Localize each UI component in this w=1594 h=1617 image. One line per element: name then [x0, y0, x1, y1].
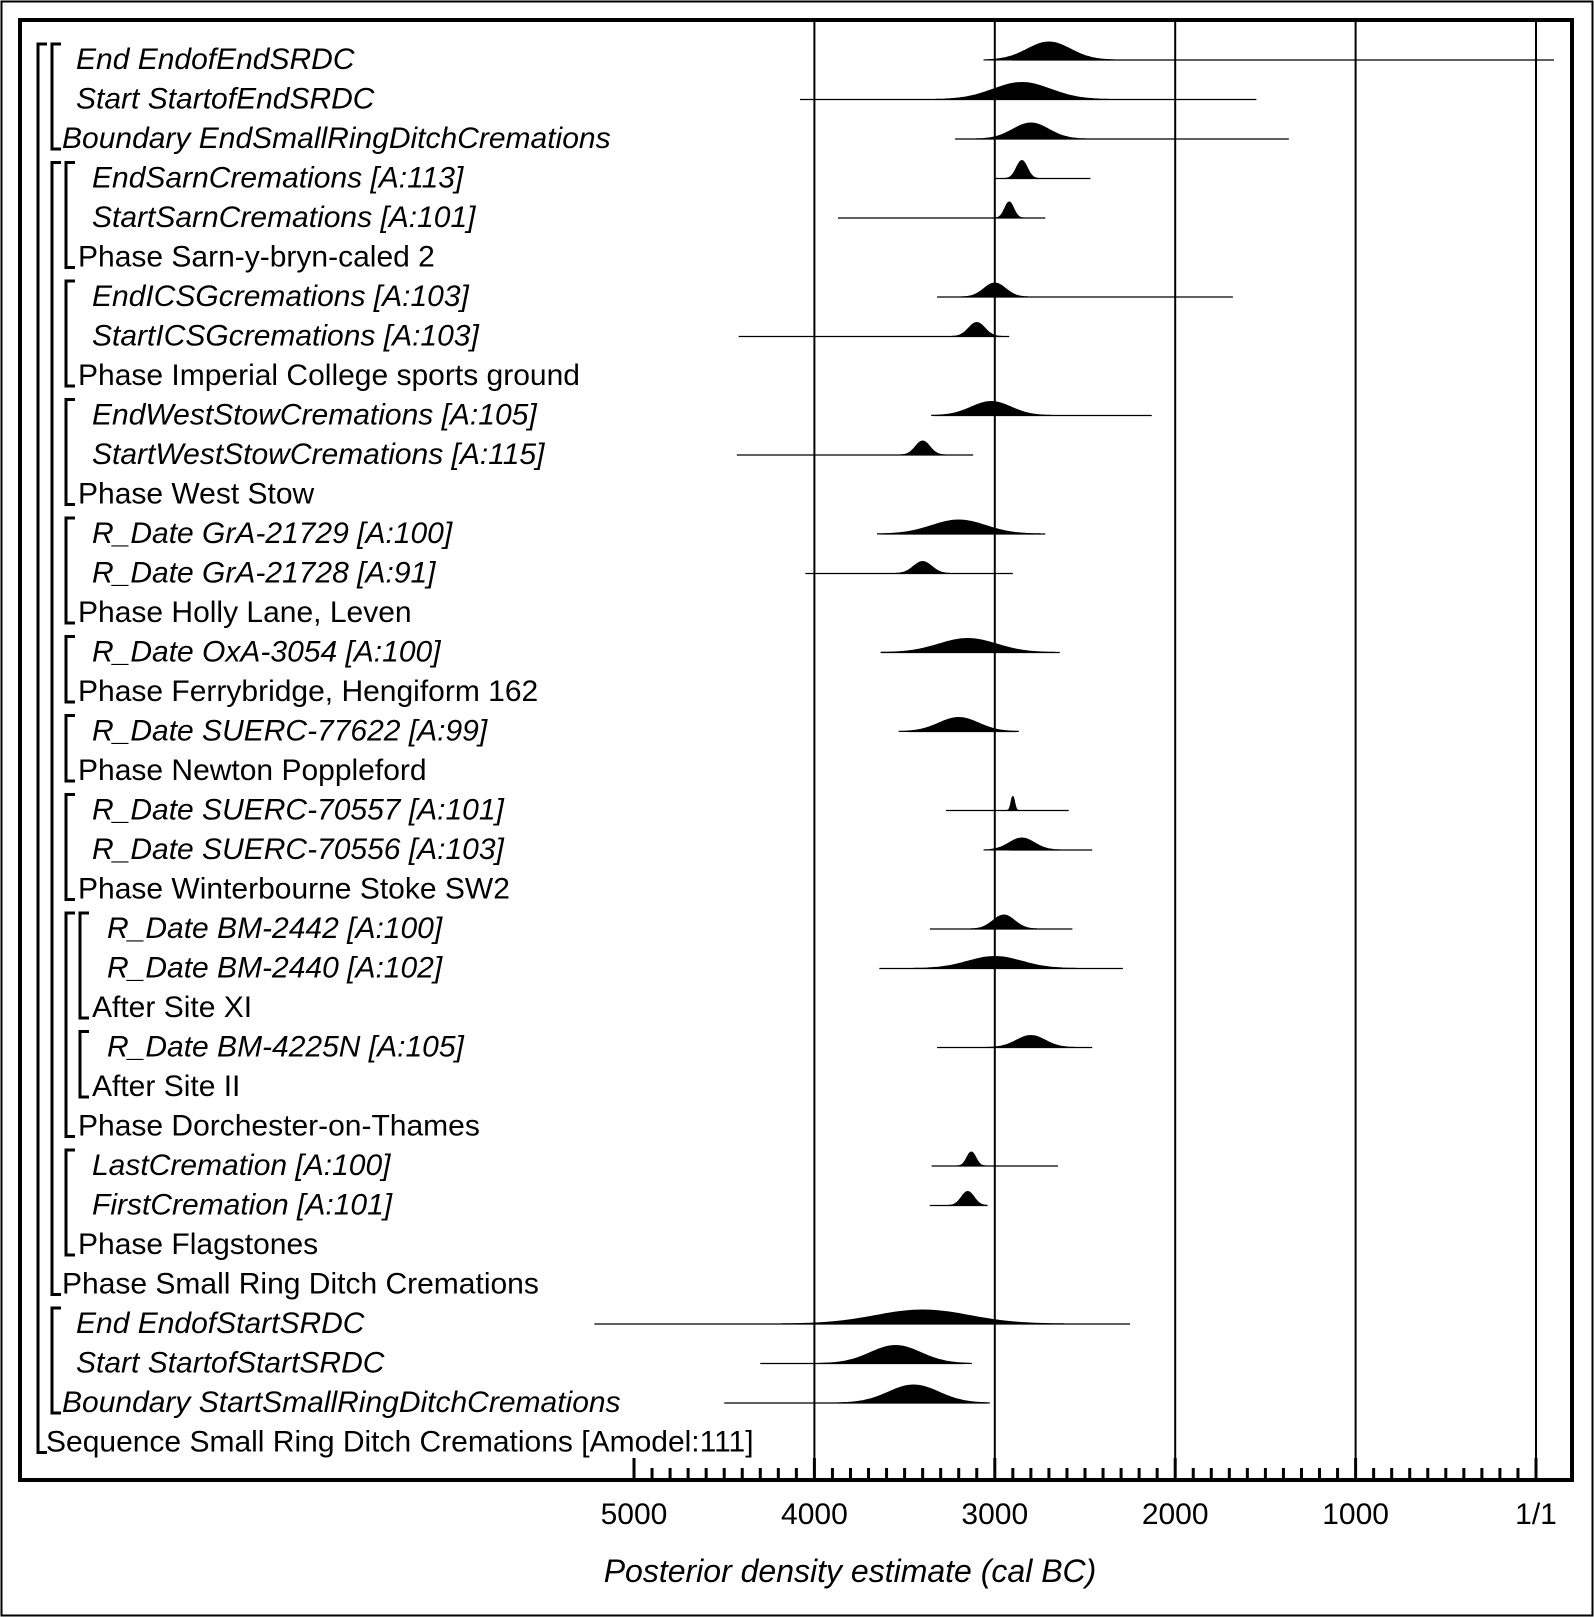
density-shape [900, 440, 945, 456]
row-label: Phase West Stow [78, 478, 315, 511]
row-label: R_Date BM-2442 [A:100] [107, 912, 443, 945]
row-label: R_Date GrA-21728 [A:91] [92, 557, 436, 590]
density-shape [957, 1151, 986, 1167]
row-label: Phase Dorchester-on-Thames [78, 1110, 480, 1143]
row-label: R_Date SUERC-77622 [A:99] [92, 715, 488, 748]
row-label: EndSarnCremations [A:113] [92, 162, 464, 195]
density-shape [913, 955, 1077, 969]
density-shape [961, 282, 1028, 298]
density-shape [1006, 795, 1019, 811]
density-shape [880, 637, 1055, 653]
density-shape [1005, 159, 1039, 179]
row-label: End EndofEndSRDC [76, 43, 355, 76]
density-shape [970, 914, 1037, 930]
row-label: R_Date SUERC-70556 [A:103] [92, 833, 505, 866]
row-label: Phase Winterbourne Stoke SW2 [78, 873, 510, 906]
density-shape [877, 519, 1041, 535]
row-label: Boundary EndSmallRingDitchCremations [62, 122, 611, 155]
x-tick-label: 1000 [1322, 1498, 1389, 1531]
row-label: R_Date BM-4225N [A:105] [107, 1031, 465, 1064]
phase-sarn-bracket [64, 161, 75, 269]
density-shape [983, 41, 1115, 61]
after-site-ii-bracket [78, 1030, 89, 1099]
phase-newton-bracket [64, 714, 75, 783]
row-label: EndICSGcremations [A:103] [92, 280, 470, 313]
x-tick-label: 3000 [961, 1498, 1028, 1531]
row-label: FirstCremation [A:101] [92, 1189, 393, 1222]
row-label: After Site XI [92, 991, 252, 1024]
row-label: Phase Holly Lane, Leven [78, 596, 412, 629]
row-label: R_Date GrA-21729 [A:100] [92, 517, 453, 550]
row-label: End EndofStartSRDC [76, 1307, 365, 1340]
row-label: StartSarnCremations [A:101] [92, 201, 476, 234]
row-label: Phase Flagstones [78, 1228, 318, 1261]
sequence-bracket [36, 42, 47, 1454]
after-site-xi-bracket [78, 911, 89, 1020]
row-label: StartWestStowCremations [A:115] [92, 438, 545, 471]
density-shape [898, 716, 1019, 732]
density-distributions [594, 41, 1555, 1404]
x-tick-label: 4000 [781, 1498, 848, 1531]
row-label: Boundary StartSmallRingDitchCremations [62, 1386, 621, 1419]
density-shape [976, 122, 1086, 140]
row-label: Start StartofEndSRDC [76, 83, 375, 116]
row-label: Phase Sarn-y-bryn-caled 2 [78, 241, 435, 274]
density-shape [931, 400, 1052, 416]
phase-west-stow-bracket [64, 398, 75, 506]
density-shape [948, 1190, 988, 1206]
density-shape [895, 560, 951, 574]
vertical-gridlines [813, 22, 1537, 1478]
row-labels: End EndofEndSRDC Start StartofEndSRDC Boun… [46, 43, 754, 1459]
density-shape [987, 1034, 1075, 1048]
row-label: Start StartofStartSRDC [76, 1347, 385, 1380]
row-label: Phase Imperial College sports ground [78, 359, 580, 392]
x-tick-label: 5000 [601, 1498, 668, 1531]
phase-dorchester-bracket [64, 911, 75, 1138]
density-shape [781, 1309, 1064, 1325]
row-label: R_Date BM-2440 [A:102] [107, 952, 443, 985]
density-shape [951, 321, 1002, 337]
row-label: Phase Newton Poppleford [78, 754, 427, 787]
density-shape [837, 1384, 990, 1404]
boundary-start-group-bracket [50, 1306, 61, 1415]
phase-icsg-bracket [64, 279, 75, 388]
x-axis: 5000 4000 3000 2000 1000 1/1 [601, 1458, 1557, 1531]
phase-winterbourne-bracket [64, 793, 75, 901]
row-label: EndWestStowCremations [A:105] [92, 399, 537, 432]
density-shape [819, 1344, 972, 1364]
row-label: Phase Ferrybridge, Hengiform 162 [78, 675, 538, 708]
density-shape [934, 81, 1109, 100]
x-axis-label: Posterior density estimate (cal BC) [604, 1553, 1097, 1589]
plot-frame [18, 18, 1574, 1482]
row-label: LastCremation [A:100] [92, 1149, 391, 1182]
phase-flagstones-bracket [64, 1148, 75, 1257]
row-label: Sequence Small Ring Ditch Cremations [Am… [46, 1426, 754, 1459]
row-label: After Site II [92, 1070, 240, 1103]
phase-holly-lane-bracket [64, 516, 75, 625]
phase-ferrybridge-bracket [64, 635, 75, 704]
row-label: R_Date OxA-3054 [A:100] [92, 636, 441, 669]
density-shape [995, 201, 1024, 219]
density-shape [983, 837, 1061, 851]
row-label: StartICSGcremations [A:103] [92, 320, 479, 353]
phase-small-ring-ditch-bracket [50, 161, 61, 1296]
boundary-group-bracket [50, 42, 61, 151]
phase-brackets [36, 42, 89, 1454]
x-tick-label: 2000 [1142, 1498, 1209, 1531]
row-label: Phase Small Ring Ditch Cremations [62, 1268, 539, 1301]
row-label: R_Date SUERC-70557 [A:101] [92, 794, 505, 827]
x-tick-label: 1/1 [1515, 1498, 1557, 1531]
